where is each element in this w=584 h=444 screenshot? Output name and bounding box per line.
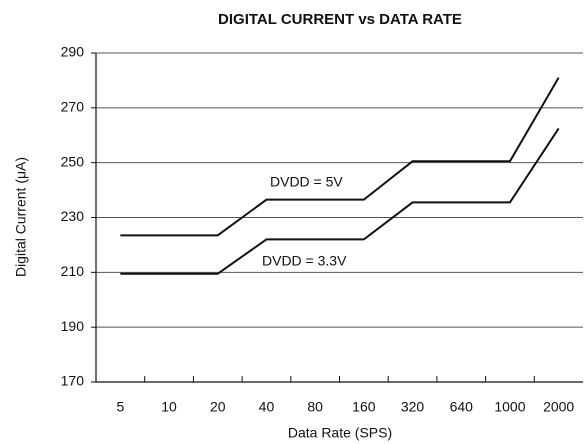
y-tick-label: 230 xyxy=(61,208,85,224)
data-line xyxy=(120,77,560,237)
y-tick-label: 210 xyxy=(61,263,85,279)
x-axis-label: Data Rate (SPS) xyxy=(288,425,392,441)
y-tick-label: 190 xyxy=(61,318,85,334)
y-tick-label: 270 xyxy=(61,99,85,115)
x-tick-label: 2000 xyxy=(543,399,574,415)
y-tick-label: 250 xyxy=(61,153,85,169)
x-tick-label: 10 xyxy=(161,399,177,415)
x-tick-label: 160 xyxy=(352,399,376,415)
x-tick-label: 320 xyxy=(401,399,425,415)
x-tick-label: 40 xyxy=(259,399,275,415)
data-line xyxy=(120,127,560,275)
x-tick-label: 1000 xyxy=(494,399,525,415)
x-tick-label: 20 xyxy=(210,399,226,415)
y-tick-label: 290 xyxy=(61,44,85,60)
series-label: DVDD = 5V xyxy=(270,174,343,190)
y-axis-label: Digital Current (μA) xyxy=(13,157,29,277)
x-tick-label: 5 xyxy=(116,399,124,415)
y-tick-label: 170 xyxy=(61,373,85,389)
x-tick-label: 80 xyxy=(307,399,323,415)
series-label: DVDD = 3.3V xyxy=(262,253,347,269)
chart-title: DIGITAL CURRENT vs DATA RATE xyxy=(218,11,462,28)
x-tick-label: 640 xyxy=(450,399,474,415)
